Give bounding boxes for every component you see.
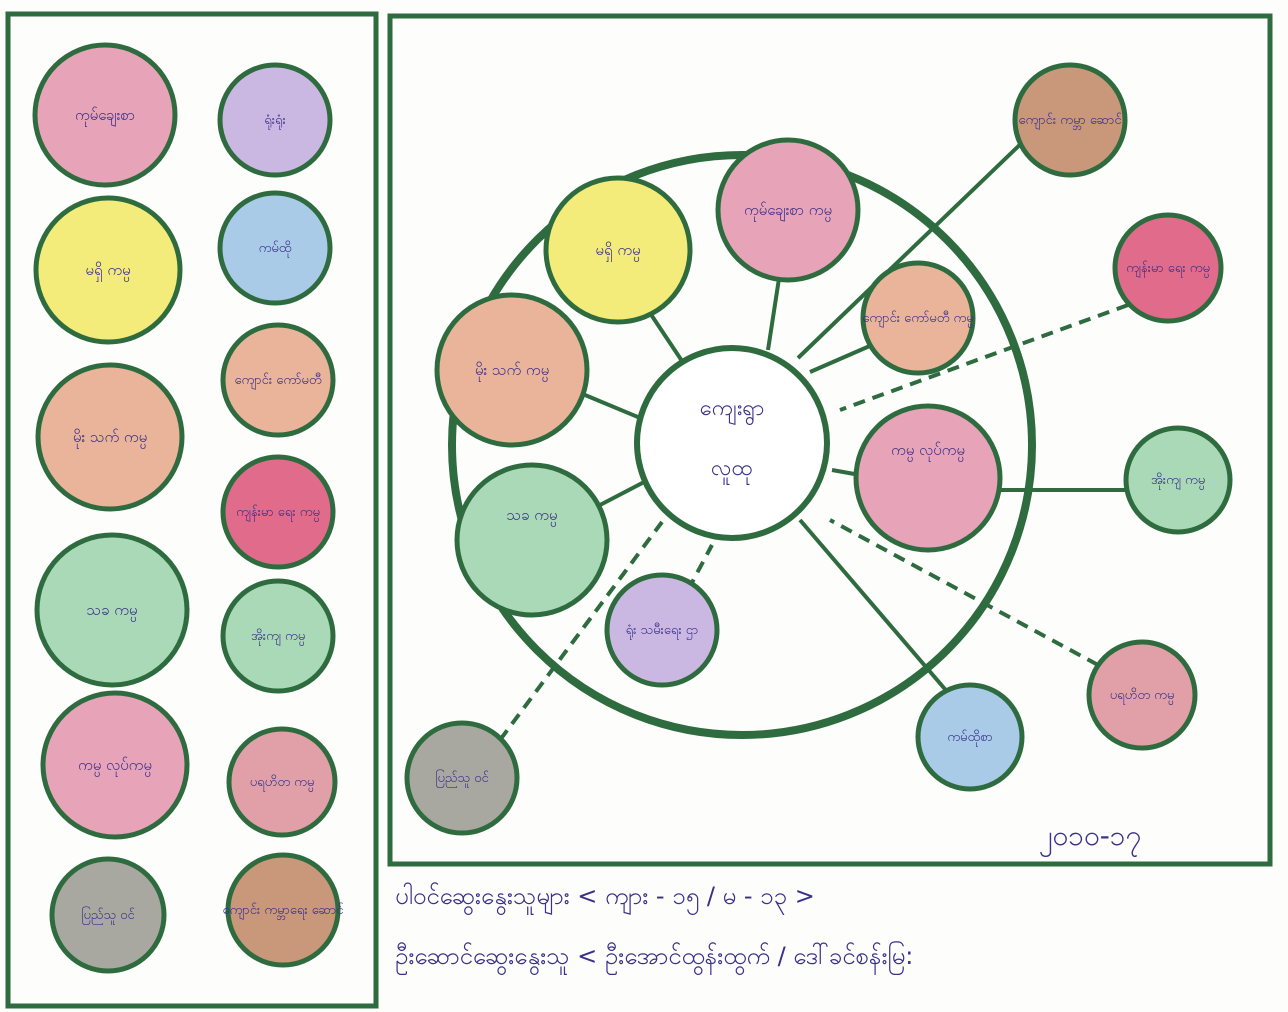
legend-label: ပြည်သူ ဝင် [81, 906, 135, 925]
legend-item-3: မရှိ ကမ္ပ [33, 195, 183, 345]
node-label: မိုး သက် ကမ္ပ [475, 361, 549, 382]
center-label-2: လူထု [711, 456, 753, 485]
node-label: ရုံး သမီးရေး ဌာ [626, 622, 699, 640]
legend-label: ကမ္ပ လုပ်ကမ္ပ [78, 756, 152, 777]
legend-item-8: ကျန်းမာ ရေး ကမ္ပ [220, 454, 336, 570]
node-label: ကမ္ပ လုပ်ကမ္ပ [891, 441, 965, 462]
diagram-node-13: ပြည်သူ ဝင် [404, 720, 520, 836]
node-label: ကျောင်း ကမ္ဘာ ဆောင် [1018, 112, 1122, 130]
diagram-node-7: မိုး သက် ကမ္ပ [434, 292, 590, 448]
legend-label: မရှိ ကမ္ပ [85, 261, 130, 282]
node-label: အိုးကျ ကမ္ပ [1151, 472, 1205, 490]
legend-label: ကျောင်း ကမ္ဘာရေး ဆောင် [223, 902, 345, 920]
connector-line [809, 343, 873, 374]
connector-line [599, 478, 649, 507]
participants-line: ပါဝင်ဆွေးနွေးသူများ < ကျား - ၁၅ / မ - ၁၃… [395, 882, 815, 910]
diagram-node-5: ရုံး သမီးရေး ဌာ [604, 572, 720, 688]
legend-item-4: ကမ်ထို [217, 190, 333, 306]
legend-item-5: မိုး သက် ကမ္ပ [35, 362, 185, 512]
legend-label: ရုံးရုံး [264, 113, 286, 130]
node-label: မရှိ ကမ္ပ [595, 241, 640, 262]
node-label: ကုမ်ချေးစာ ကမ္ပ [744, 201, 832, 222]
center-node [634, 345, 830, 541]
diagram-node-9: ကျန်းမာ ရေး ကမ္ပ [1112, 212, 1224, 324]
legend-label: ကမ်ထို [259, 240, 292, 258]
diagram-node-2: ကုမ်ချေးစာ ကမ္ပ [715, 137, 861, 283]
diagram-node-10: အိုးကျ ကမ္ပ [1123, 425, 1233, 535]
facilitator-line: ဦးဆောင်ဆွေးနွေးသူ < ဦးအောင်ထွန်းထွက် / ဒ… [395, 942, 914, 970]
node-label: ကျောင်း ကော်မတီ ကမ္ပ [862, 310, 973, 328]
node-label: ပြည်သူ ဝင် [435, 769, 489, 788]
node-label: ပရဟိတ ကမ္ပ [1110, 687, 1175, 705]
diagram-node-8: ကျောင်း ကမ္ဘာ ဆောင် [1012, 62, 1128, 178]
legend-label: အိုးကျ ကမ္ပ [251, 628, 305, 646]
diagram-node-4: ကမ္ပ လုပ်ကမ္ပ [853, 403, 1003, 553]
diagram-node-6: သခ ကမ္ပ [454, 462, 610, 618]
connector-line [798, 518, 952, 697]
node-label: ကမ်ထိုစာ [947, 729, 992, 747]
legend-label: ကုမ်ချေးစာ [75, 106, 135, 127]
legend-item-12: ပရဟိတ ကမ္ပ [226, 726, 338, 838]
diagram-date: ၂၀၁၀-၁၇ [1039, 819, 1142, 858]
legend-item-13: ကျောင်း ကမ္ဘာရေး ဆောင် [223, 852, 345, 968]
diagram-node-11: ပရဟိတ ကမ္ပ [1086, 639, 1198, 751]
diagram-node-3: ကျောင်း ကော်မတီ ကမ္ပ [860, 260, 976, 376]
connector-line [766, 271, 782, 351]
node-label: ကျန်းမာ ရေး ကမ္ပ [1126, 260, 1210, 278]
connector-line [796, 133, 1032, 360]
legend-item-7: သခ ကမ္ပ [34, 532, 190, 688]
legend-label: ပရဟိတ ကမ္ပ [250, 774, 315, 792]
legend-label: သခ ကမ္ပ [87, 601, 138, 622]
legend-item-2: ရုံးရုံး [217, 62, 333, 178]
legend-item-1: ကုမ်ချေးစာ [32, 42, 178, 188]
legend-item-6: ကျောင်း ကော်မတီ [220, 322, 336, 438]
legend-frame [5, 11, 379, 1009]
diagram-node-1: မရှိ ကမ္ပ [543, 175, 693, 325]
legend-label: ကျန်းမာ ရေး ကမ္ပ [236, 504, 320, 522]
legend-item-10: အိုးကျ ကမ္ပ [220, 578, 336, 694]
legend-item-11: ပြည်သူ ဝင် [49, 856, 167, 974]
connector-lines [584, 133, 1130, 697]
legend-label: မိုး သက် ကမ္ပ [73, 428, 147, 449]
node-label: သခ ကမ္ပ [507, 506, 558, 527]
dashed-line [829, 518, 1099, 667]
connector-line [584, 393, 646, 422]
dashed-line [498, 520, 664, 742]
diagram-node-12: ကမ်ထိုစာ [915, 682, 1025, 792]
diagram-frame [387, 13, 1273, 867]
dashed-line [839, 303, 1129, 412]
legend-label: ကျောင်း ကော်မတီ [234, 372, 321, 390]
legend-item-9: ကမ္ပ လုပ်ကမ္ပ [40, 690, 190, 840]
